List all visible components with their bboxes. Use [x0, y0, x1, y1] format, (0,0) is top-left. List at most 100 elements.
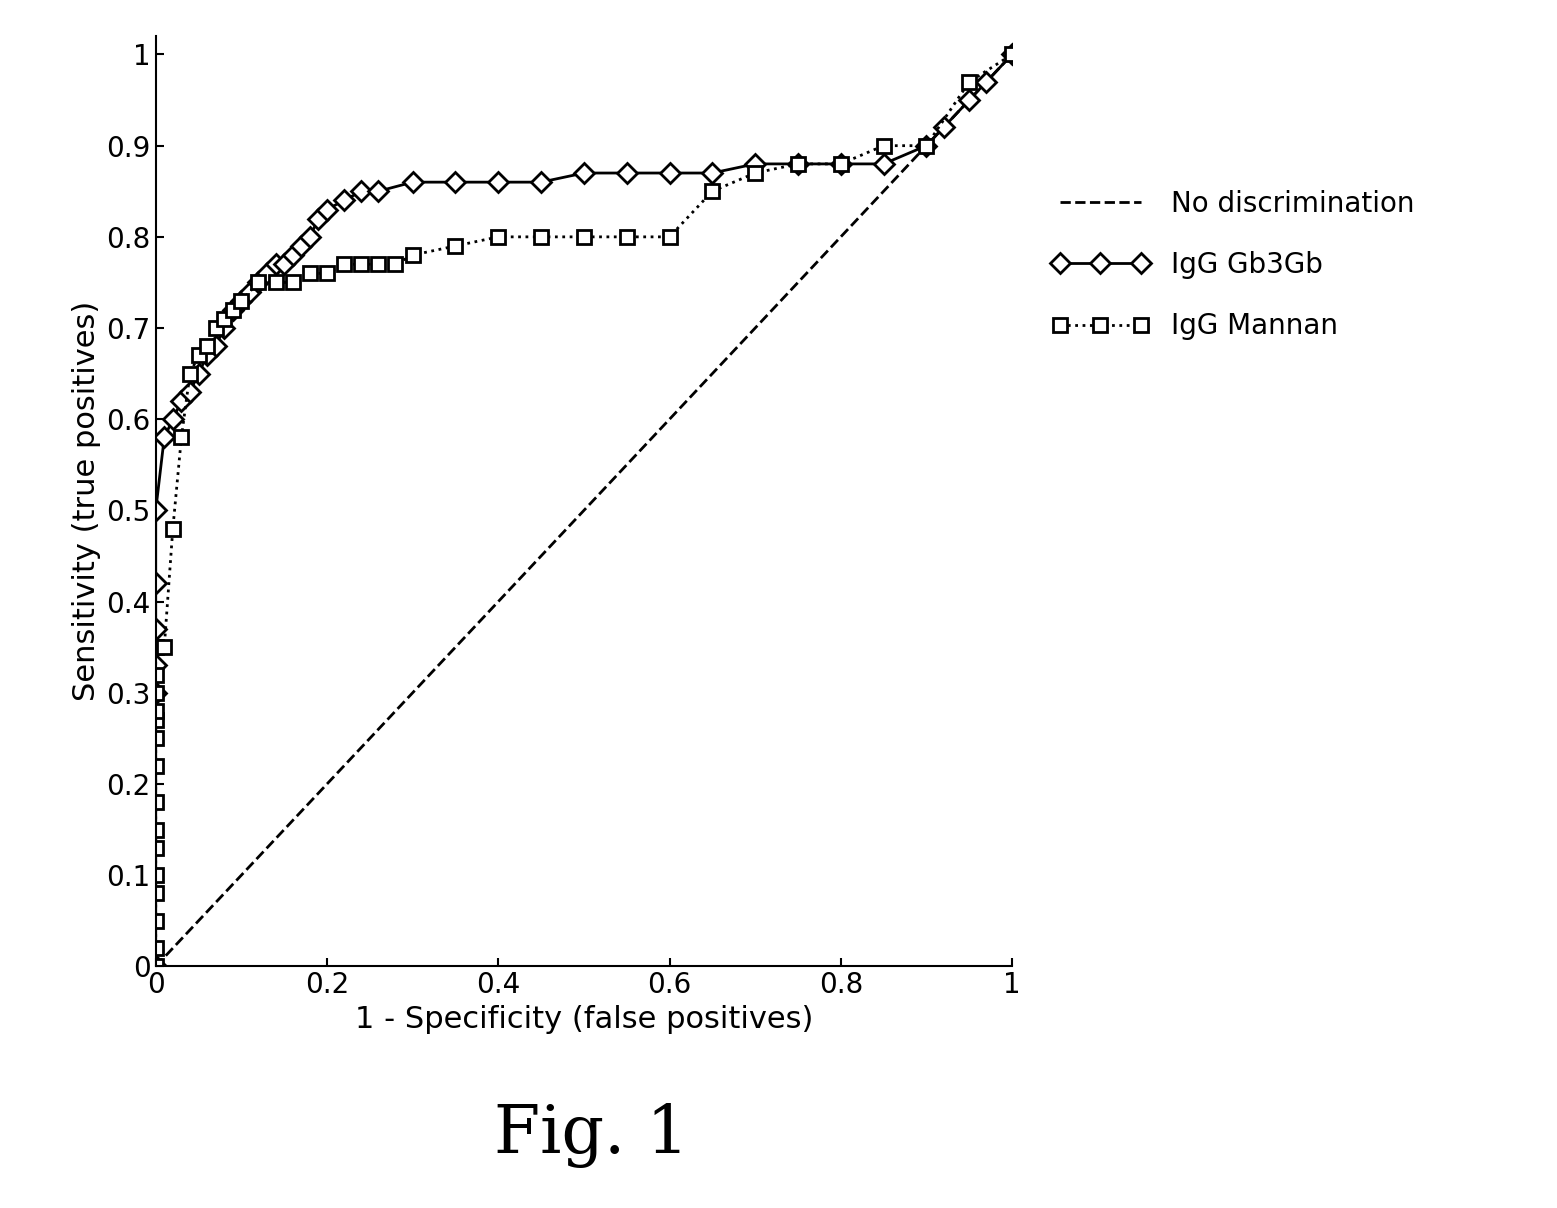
IgG Gb3Gb — [308, 211, 329, 226]
IgG Gb3Gb — [146, 622, 165, 637]
Line: IgG Mannan: IgG Mannan — [149, 47, 1018, 974]
IgG Mannan — [531, 230, 551, 244]
IgG Mannan — [335, 257, 353, 272]
IgG Mannan — [146, 823, 165, 837]
IgG Mannan — [301, 266, 319, 280]
IgG Mannan — [704, 184, 722, 198]
IgG Mannan — [146, 913, 165, 928]
IgG Gb3Gb — [156, 430, 174, 445]
IgG Mannan — [283, 275, 302, 290]
IgG Gb3Gb — [369, 184, 388, 198]
IgG Mannan — [146, 869, 165, 883]
IgG Mannan — [146, 795, 165, 809]
IgG Gb3Gb — [181, 384, 199, 399]
IgG Gb3Gb — [258, 266, 277, 280]
IgG Gb3Gb — [489, 175, 508, 190]
IgG Gb3Gb — [198, 348, 216, 362]
IgG Mannan — [146, 686, 165, 701]
Legend: No discrimination, IgG Gb3Gb, IgG Mannan: No discrimination, IgG Gb3Gb, IgG Mannan — [1051, 190, 1415, 341]
IgG Mannan — [266, 275, 285, 290]
IgG Mannan — [660, 230, 679, 244]
IgG Gb3Gb — [831, 157, 850, 172]
IgG Mannan — [318, 266, 336, 280]
IgG Gb3Gb — [575, 165, 593, 180]
IgG Gb3Gb — [146, 504, 165, 518]
IgG Mannan — [617, 230, 637, 244]
IgG Gb3Gb — [146, 686, 165, 701]
IgG Mannan — [959, 75, 979, 89]
IgG Gb3Gb — [190, 366, 209, 381]
IgG Mannan — [789, 157, 808, 172]
IgG Gb3Gb — [789, 157, 808, 172]
IgG Gb3Gb — [266, 257, 285, 272]
IgG Gb3Gb — [146, 658, 165, 673]
IgG Mannan — [831, 157, 850, 172]
IgG Gb3Gb — [978, 75, 996, 89]
IgG Gb3Gb — [917, 139, 936, 153]
IgG Gb3Gb — [215, 321, 234, 336]
IgG Gb3Gb — [232, 294, 251, 308]
IgG Gb3Gb — [206, 339, 226, 354]
IgG Mannan — [575, 230, 593, 244]
IgG Gb3Gb — [171, 394, 192, 408]
IgG Mannan — [146, 959, 165, 974]
IgG Gb3Gb — [531, 175, 551, 190]
IgG Mannan — [232, 294, 251, 308]
IgG Gb3Gb — [240, 284, 258, 298]
IgG Mannan — [917, 139, 936, 153]
IgG Gb3Gb — [445, 175, 464, 190]
IgG Gb3Gb — [146, 576, 165, 591]
IgG Gb3Gb — [704, 165, 722, 180]
IgG Mannan — [198, 339, 216, 354]
IgG Mannan — [163, 522, 182, 536]
IgG Mannan — [146, 759, 165, 773]
IgG Gb3Gb — [293, 239, 311, 254]
IgG Gb3Gb — [274, 257, 293, 272]
IgG Gb3Gb — [660, 165, 679, 180]
IgG Mannan — [224, 302, 243, 316]
IgG Mannan — [403, 248, 422, 262]
IgG Gb3Gb — [352, 184, 371, 198]
IgG Mannan — [369, 257, 388, 272]
IgG Gb3Gb — [163, 412, 182, 426]
IgG Gb3Gb — [403, 175, 422, 190]
IgG Mannan — [206, 321, 226, 336]
IgG Mannan — [489, 230, 508, 244]
IgG Mannan — [146, 713, 165, 727]
IgG Gb3Gb — [283, 248, 302, 262]
IgG Gb3Gb — [1003, 47, 1021, 62]
IgG Mannan — [875, 139, 894, 153]
IgG Mannan — [746, 165, 764, 180]
IgG Mannan — [181, 366, 199, 381]
IgG Gb3Gb — [746, 157, 764, 172]
IgG Gb3Gb — [249, 275, 268, 290]
IgG Mannan — [146, 731, 165, 745]
IgG Mannan — [215, 312, 234, 326]
IgG Mannan — [146, 640, 165, 655]
IgG Mannan — [1003, 47, 1021, 62]
IgG Gb3Gb — [224, 302, 243, 316]
IgG Gb3Gb — [146, 959, 165, 974]
IgG Gb3Gb — [301, 230, 319, 244]
Y-axis label: Sensitivity (true positives): Sensitivity (true positives) — [72, 301, 101, 702]
IgG Mannan — [156, 640, 174, 655]
IgG Mannan — [352, 257, 371, 272]
IgG Mannan — [171, 430, 192, 445]
X-axis label: 1 - Specificity (false positives): 1 - Specificity (false positives) — [355, 1005, 813, 1034]
IgG Gb3Gb — [335, 193, 353, 208]
IgG Gb3Gb — [875, 157, 894, 172]
IgG Mannan — [146, 667, 165, 681]
IgG Mannan — [146, 887, 165, 901]
IgG Mannan — [445, 239, 464, 254]
IgG Gb3Gb — [617, 165, 637, 180]
IgG Mannan — [146, 941, 165, 956]
IgG Mannan — [386, 257, 405, 272]
Text: Fig. 1: Fig. 1 — [494, 1103, 690, 1168]
IgG Mannan — [146, 704, 165, 719]
IgG Mannan — [249, 275, 268, 290]
Line: IgG Gb3Gb: IgG Gb3Gb — [149, 47, 1018, 974]
IgG Mannan — [146, 841, 165, 855]
IgG Gb3Gb — [959, 93, 979, 108]
IgG Gb3Gb — [318, 202, 336, 216]
IgG Gb3Gb — [934, 120, 953, 134]
